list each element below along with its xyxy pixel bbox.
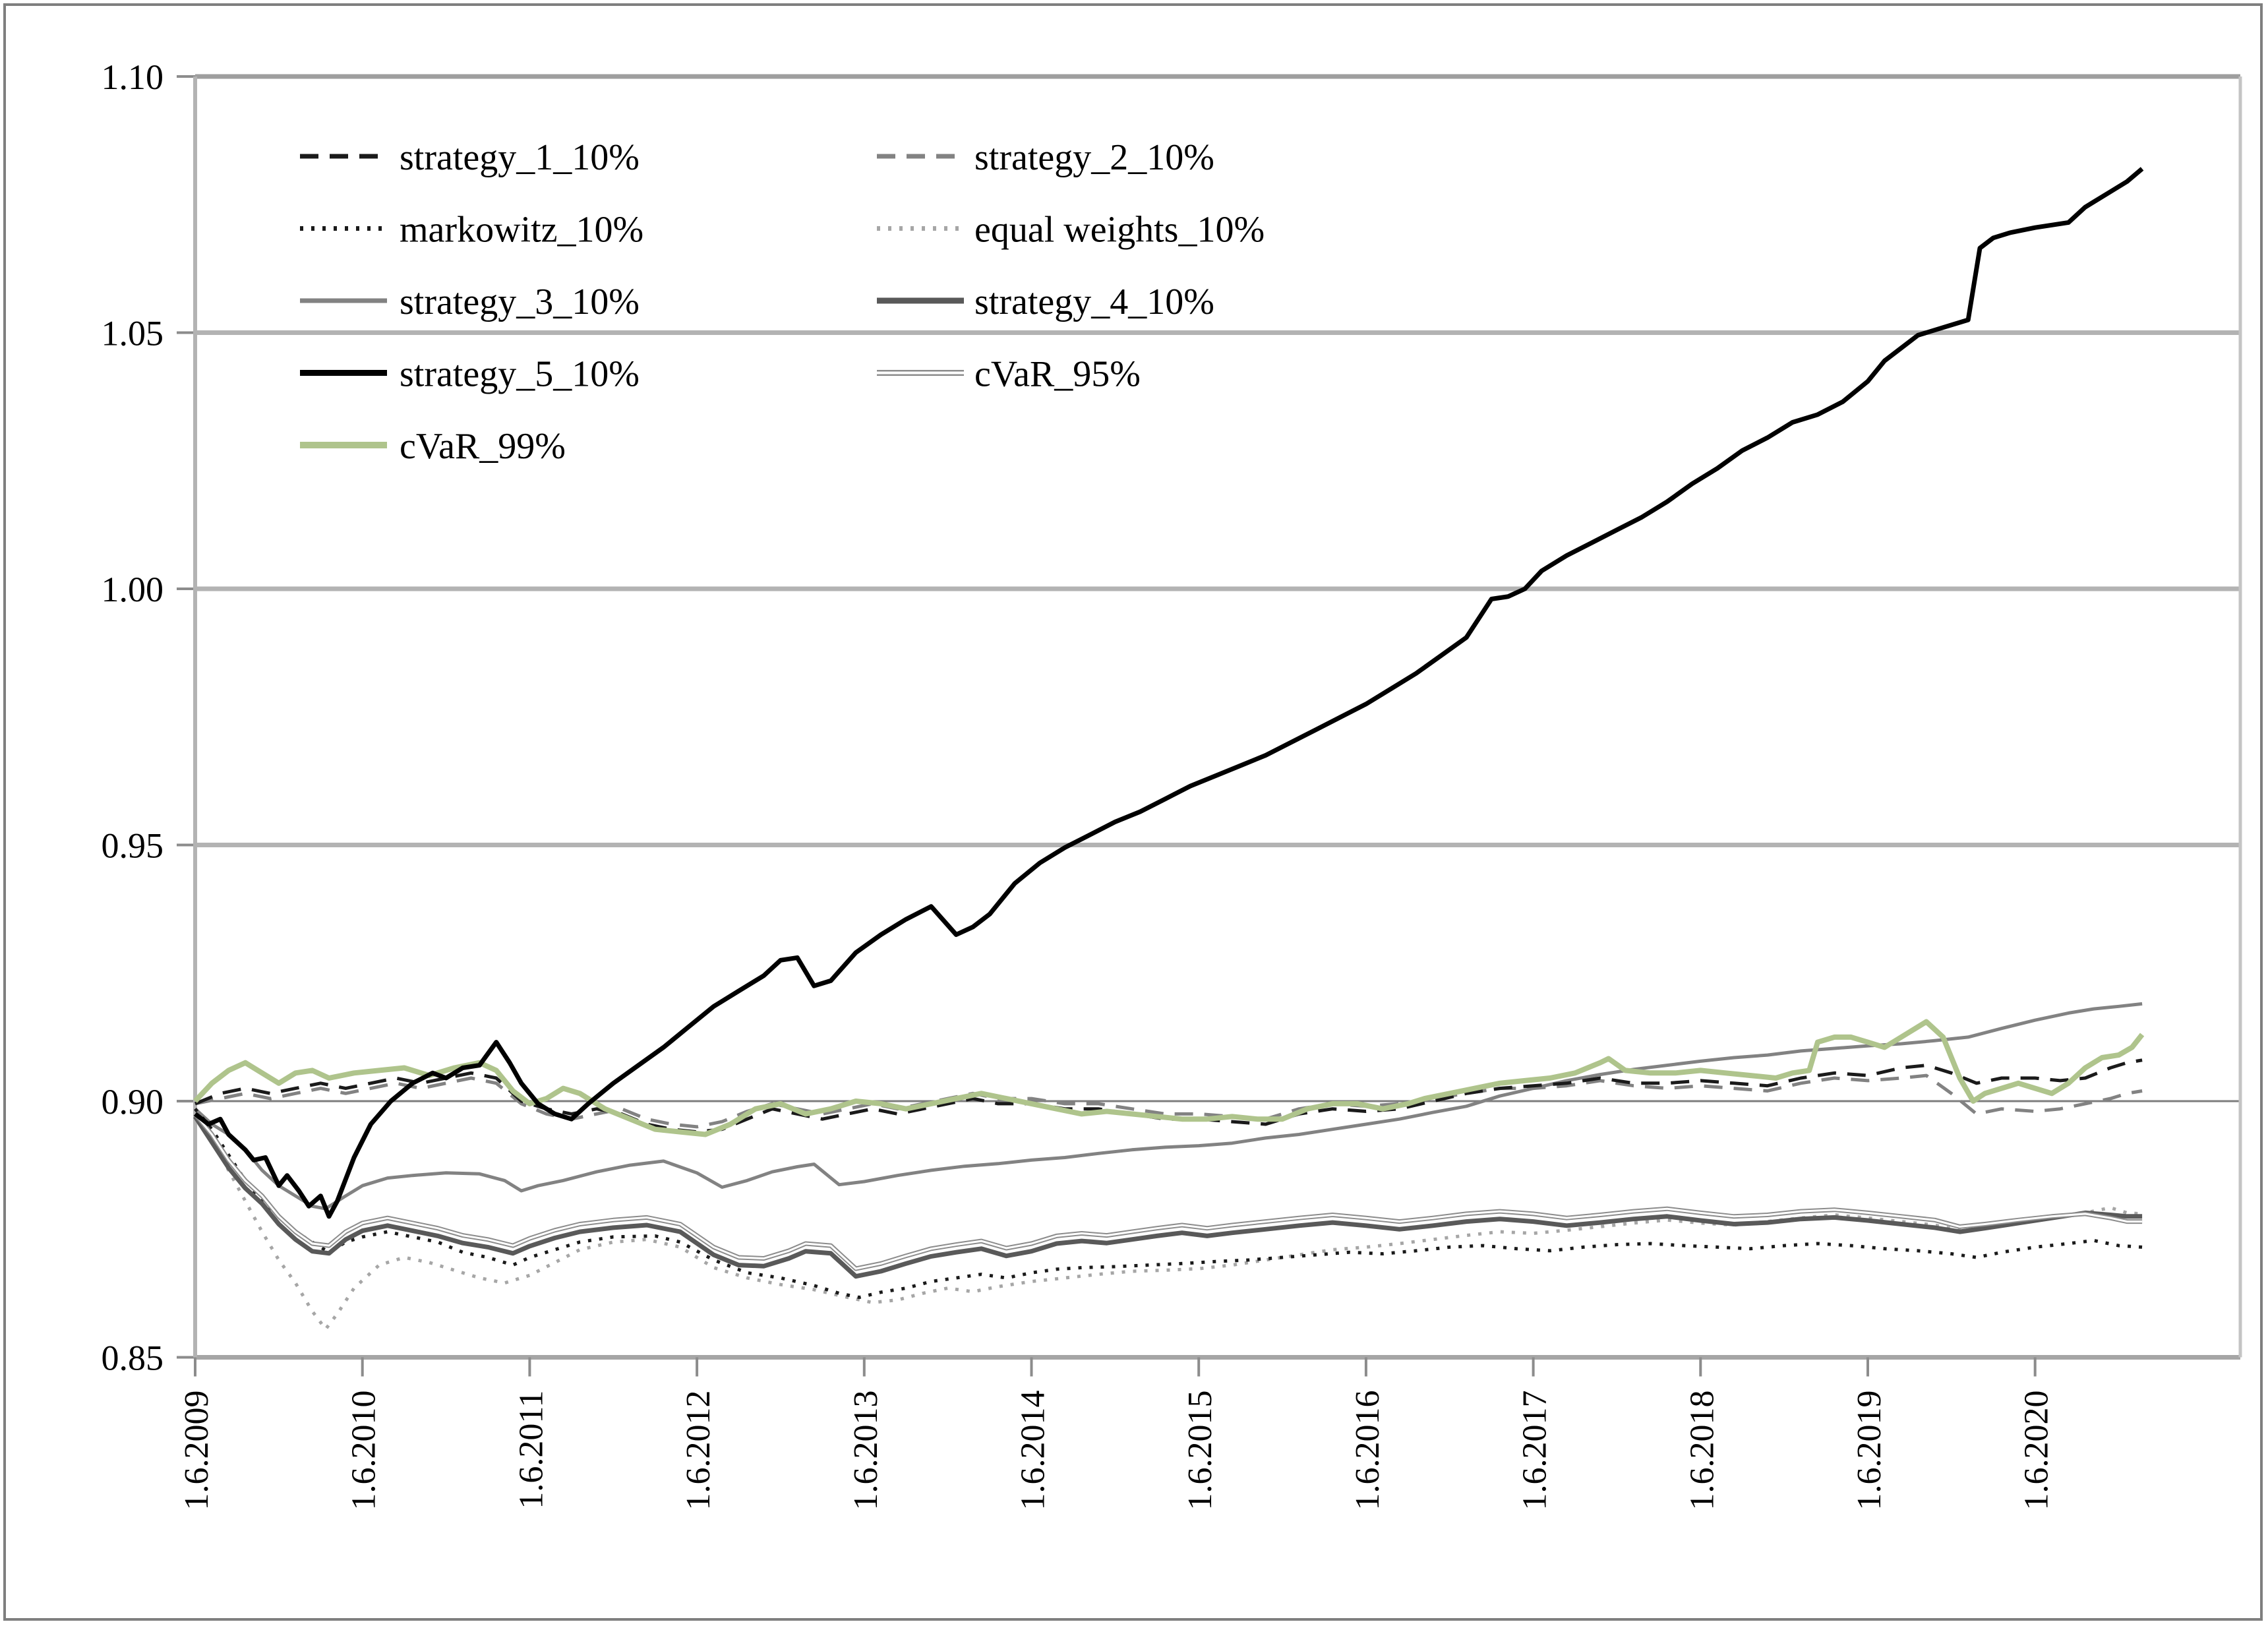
x-tick-label: 1.6.2012 bbox=[680, 1391, 717, 1511]
x-tick-label: 1.6.2011 bbox=[512, 1391, 550, 1509]
x-tick-label: 1.6.2016 bbox=[1349, 1391, 1387, 1511]
x-tick-label: 1.6.2014 bbox=[1015, 1391, 1052, 1511]
gridlines-group bbox=[195, 74, 2240, 1360]
y-tick-label: 1.05 bbox=[102, 314, 164, 353]
legend-label-strategy_1: strategy_1_10% bbox=[400, 137, 640, 178]
legend-item-strategy_2: strategy_2_10% bbox=[877, 137, 1214, 178]
legend-label-cvar_99: cVaR_99% bbox=[400, 426, 566, 467]
legend-label-strategy_5: strategy_5_10% bbox=[400, 354, 640, 395]
series-line-strategy_3 bbox=[194, 1002, 2143, 1211]
legend-label-strategy_3: strategy_3_10% bbox=[400, 282, 640, 322]
y-tick-label: 0.90 bbox=[102, 1082, 164, 1122]
chart-legend: strategy_1_10% strategy_2_10% markowitz_10… bbox=[300, 137, 1265, 467]
legend-item-equal_weights: equal weights_10% bbox=[877, 210, 1265, 251]
y-tick-label: 1.10 bbox=[102, 57, 164, 97]
x-tick-label: 1.6.2019 bbox=[1851, 1391, 1888, 1511]
series-line-strategy_5 bbox=[193, 167, 2144, 1219]
x-tick-label: 1.6.2017 bbox=[1516, 1391, 1554, 1511]
legend-label-markowitz: markowitz_10% bbox=[400, 210, 643, 251]
legend-item-cvar_95: cVaR_95% bbox=[877, 354, 1141, 395]
series-line-cvar_99 bbox=[193, 1019, 2145, 1137]
axis-labels-group: 1.10 1.05 1.00 0.95 0.90 0.85 1.6.2009 1.6.2010… bbox=[102, 57, 2056, 1511]
series-line-strategy_4 bbox=[193, 1115, 2143, 1279]
legend-item-strategy_5: strategy_5_10% bbox=[300, 354, 640, 395]
legend-item-strategy_1: strategy_1_10% bbox=[300, 137, 640, 178]
y-tick-label: 0.85 bbox=[102, 1339, 164, 1378]
x-tick-label: 1.6.2015 bbox=[1181, 1391, 1219, 1511]
x-tick-label: 1.6.2020 bbox=[2018, 1391, 2056, 1511]
series-line-markowitz bbox=[194, 1108, 2143, 1300]
legend-item-cvar_99: cVaR_99% bbox=[300, 426, 566, 467]
y-tick-label: 0.95 bbox=[102, 826, 164, 866]
legend-label-equal_weights: equal weights_10% bbox=[974, 210, 1265, 251]
series-line-cvar_95-core bbox=[194, 1113, 2143, 1270]
axes-group bbox=[177, 75, 2242, 1377]
series-line-strategy_1 bbox=[194, 1058, 2143, 1134]
legend-item-markowitz: markowitz_10% bbox=[300, 210, 643, 251]
legend-item-strategy_3: strategy_3_10% bbox=[300, 282, 640, 322]
x-tick-label: 1.6.2010 bbox=[345, 1391, 383, 1511]
series-group bbox=[193, 167, 2145, 1331]
series-line-strategy_2 bbox=[194, 1073, 2143, 1129]
x-tick-label: 1.6.2018 bbox=[1683, 1391, 1721, 1511]
x-tick-label: 1.6.2013 bbox=[847, 1391, 885, 1511]
legend-label-strategy_4: strategy_4_10% bbox=[974, 282, 1214, 322]
y-tick-label: 1.00 bbox=[102, 570, 164, 609]
legend-label-strategy_2: strategy_2_10% bbox=[974, 137, 1214, 178]
legend-item-strategy_4: strategy_4_10% bbox=[877, 282, 1214, 322]
legend-label-cvar_95: cVaR_95% bbox=[974, 354, 1141, 395]
x-tick-label: 1.6.2009 bbox=[178, 1391, 216, 1511]
